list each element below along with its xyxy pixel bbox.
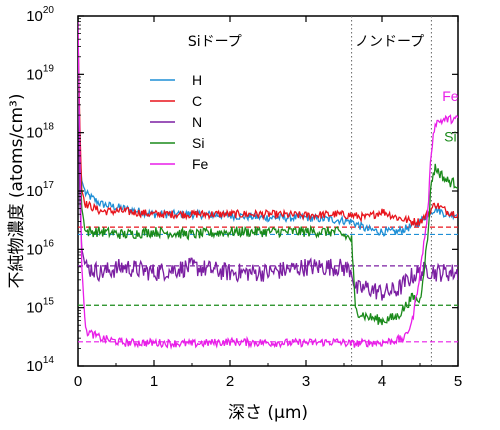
series-line-n [78,56,458,301]
y-tick-label: 1015 [26,297,54,317]
region-label: Siドープ [188,34,242,50]
series-line-si [78,46,458,326]
y-tick-label: 1019 [26,63,54,83]
axis-ticks: 0 1 2 3 4 5 1014 1015 1016 1017 1018 1019 1020 [26,5,462,390]
region-labels: Siドープ ノンドープ [188,34,424,50]
x-tick-label: 1 [150,373,158,390]
legend-label-si: Si [192,135,204,151]
legend-label-fe: Fe [192,156,209,172]
x-tick-label: 0 [74,373,82,390]
x-tick-label: 4 [378,373,386,390]
x-tick-label: 5 [454,373,462,390]
y-axis-title: 不純物濃度 (atoms/cm³) [7,93,27,288]
y-tick-label: 1014 [26,355,54,375]
legend: HCN Si Fe [150,72,209,172]
y-tick-label: 1017 [26,180,54,200]
legend-label-h: H [192,72,202,88]
y-tick-label: 1020 [26,5,54,25]
legend-label-n: N [192,114,202,130]
series-end-labels: Fe Si [442,88,459,145]
series-line-fe [78,21,458,350]
x-axis-title: 深さ (μm) [228,403,308,423]
x-tick-label: 3 [302,373,310,390]
series-end-label-fe: Fe [442,88,459,104]
y-tick-label: 1018 [26,122,54,142]
series-end-label-si: Si [444,129,456,145]
series-line-c [78,33,458,228]
region-label: ノンドープ [355,34,424,50]
reference-levels [78,226,458,343]
data-series [78,21,458,350]
y-tick-label: 1016 [26,238,54,258]
legend-label-c: C [192,93,202,109]
x-tick-label: 2 [226,373,234,390]
